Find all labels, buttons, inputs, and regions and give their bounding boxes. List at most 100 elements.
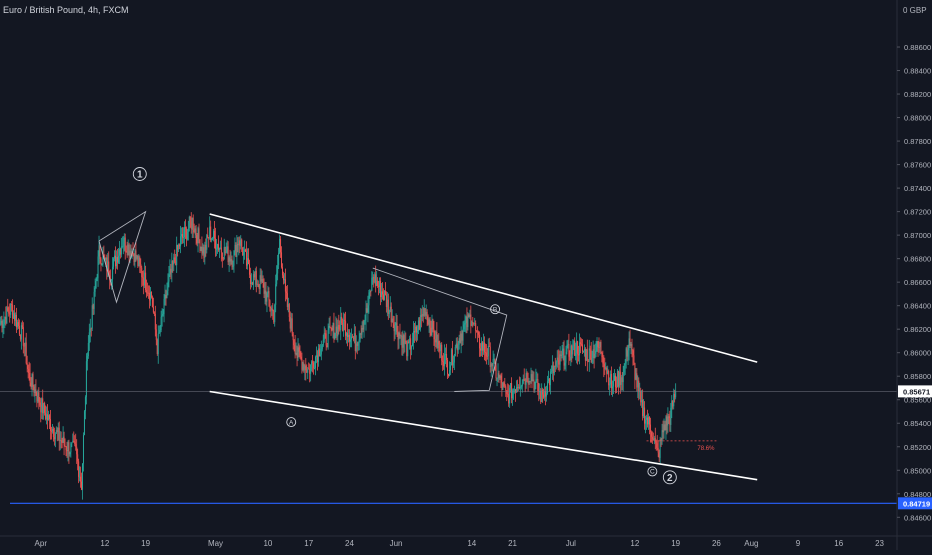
candle[interactable] bbox=[322, 334, 324, 348]
candle[interactable] bbox=[436, 322, 438, 349]
candle[interactable] bbox=[25, 332, 27, 365]
candle[interactable] bbox=[624, 359, 626, 375]
candle[interactable] bbox=[34, 384, 36, 403]
candle[interactable] bbox=[145, 265, 147, 293]
candle[interactable] bbox=[474, 317, 476, 326]
candle[interactable] bbox=[286, 285, 288, 311]
candle[interactable] bbox=[324, 328, 326, 339]
candle[interactable] bbox=[619, 363, 621, 394]
candle[interactable] bbox=[438, 333, 440, 353]
candle[interactable] bbox=[191, 217, 193, 238]
candle[interactable] bbox=[299, 345, 301, 359]
candle[interactable] bbox=[332, 322, 334, 339]
candle[interactable] bbox=[464, 314, 466, 332]
candle[interactable] bbox=[59, 431, 61, 451]
candle[interactable] bbox=[434, 330, 436, 352]
candle[interactable] bbox=[544, 383, 546, 401]
symbol-title[interactable]: Euro / British Pound, 4h, FXCM bbox=[3, 5, 129, 15]
candle[interactable] bbox=[555, 360, 557, 370]
candle[interactable] bbox=[212, 236, 214, 241]
candle[interactable] bbox=[0, 316, 2, 326]
candle[interactable] bbox=[302, 361, 304, 372]
candle[interactable] bbox=[573, 339, 575, 351]
candle[interactable] bbox=[210, 220, 212, 243]
candle[interactable] bbox=[166, 282, 168, 299]
candle[interactable] bbox=[240, 235, 242, 250]
candle[interactable] bbox=[558, 350, 560, 372]
candle[interactable] bbox=[328, 317, 330, 334]
candle[interactable] bbox=[74, 435, 76, 447]
candle[interactable] bbox=[163, 294, 165, 323]
candle[interactable] bbox=[491, 363, 493, 372]
candle[interactable] bbox=[40, 398, 42, 423]
candle[interactable] bbox=[298, 343, 300, 358]
candle[interactable] bbox=[478, 330, 480, 338]
candle[interactable] bbox=[174, 249, 176, 264]
candle[interactable] bbox=[219, 240, 221, 250]
candle[interactable] bbox=[609, 377, 611, 396]
candle[interactable] bbox=[281, 263, 283, 279]
candle[interactable] bbox=[515, 380, 517, 393]
candle[interactable] bbox=[50, 426, 52, 440]
candle[interactable] bbox=[376, 271, 378, 287]
candle[interactable] bbox=[195, 225, 197, 245]
candle[interactable] bbox=[343, 312, 345, 337]
candle[interactable] bbox=[333, 312, 335, 343]
early-triangle[interactable] bbox=[98, 210, 147, 304]
candle[interactable] bbox=[117, 248, 119, 264]
candle[interactable] bbox=[459, 331, 461, 344]
candle[interactable] bbox=[641, 390, 643, 408]
channel-upper-line[interactable] bbox=[209, 213, 758, 363]
candle[interactable] bbox=[147, 282, 149, 297]
candle[interactable] bbox=[601, 351, 603, 363]
candle[interactable] bbox=[526, 371, 528, 383]
candle[interactable] bbox=[92, 303, 94, 316]
candle[interactable] bbox=[321, 344, 323, 352]
candle[interactable] bbox=[477, 326, 479, 343]
candle[interactable] bbox=[77, 448, 79, 471]
candle[interactable] bbox=[442, 355, 444, 372]
candle[interactable] bbox=[592, 340, 594, 364]
candle[interactable] bbox=[239, 236, 241, 254]
candle[interactable] bbox=[664, 420, 666, 431]
candle[interactable] bbox=[44, 401, 46, 416]
candle[interactable] bbox=[320, 340, 322, 361]
candle[interactable] bbox=[46, 406, 48, 425]
candle[interactable] bbox=[342, 318, 344, 332]
candle[interactable] bbox=[529, 380, 531, 388]
candle[interactable] bbox=[329, 316, 331, 329]
candle[interactable] bbox=[237, 237, 239, 253]
candle[interactable] bbox=[87, 335, 89, 359]
candle[interactable] bbox=[255, 266, 257, 293]
candle[interactable] bbox=[543, 388, 545, 399]
candle[interactable] bbox=[88, 323, 90, 351]
candle[interactable] bbox=[456, 337, 458, 357]
candle[interactable] bbox=[159, 325, 161, 337]
candle[interactable] bbox=[86, 352, 88, 371]
candle[interactable] bbox=[514, 385, 516, 394]
candle[interactable] bbox=[575, 342, 577, 361]
candle[interactable] bbox=[481, 337, 483, 357]
candle[interactable] bbox=[348, 329, 350, 350]
candle[interactable] bbox=[186, 229, 188, 241]
candle[interactable] bbox=[672, 400, 674, 410]
candle[interactable] bbox=[454, 344, 456, 357]
candle[interactable] bbox=[71, 442, 73, 448]
candle[interactable] bbox=[99, 244, 101, 264]
candle[interactable] bbox=[586, 339, 588, 372]
candle[interactable] bbox=[591, 350, 593, 365]
candle[interactable] bbox=[20, 322, 22, 350]
candle[interactable] bbox=[622, 365, 624, 392]
candle[interactable] bbox=[383, 290, 385, 301]
candle[interactable] bbox=[68, 439, 70, 464]
candle[interactable] bbox=[430, 320, 432, 336]
candle[interactable] bbox=[669, 410, 671, 432]
candle[interactable] bbox=[649, 417, 651, 443]
candle[interactable] bbox=[662, 420, 664, 440]
candle[interactable] bbox=[386, 292, 388, 317]
candle[interactable] bbox=[660, 437, 662, 447]
candle[interactable] bbox=[291, 313, 293, 337]
candle[interactable] bbox=[85, 353, 87, 405]
candle[interactable] bbox=[134, 248, 136, 268]
candle[interactable] bbox=[164, 284, 166, 306]
